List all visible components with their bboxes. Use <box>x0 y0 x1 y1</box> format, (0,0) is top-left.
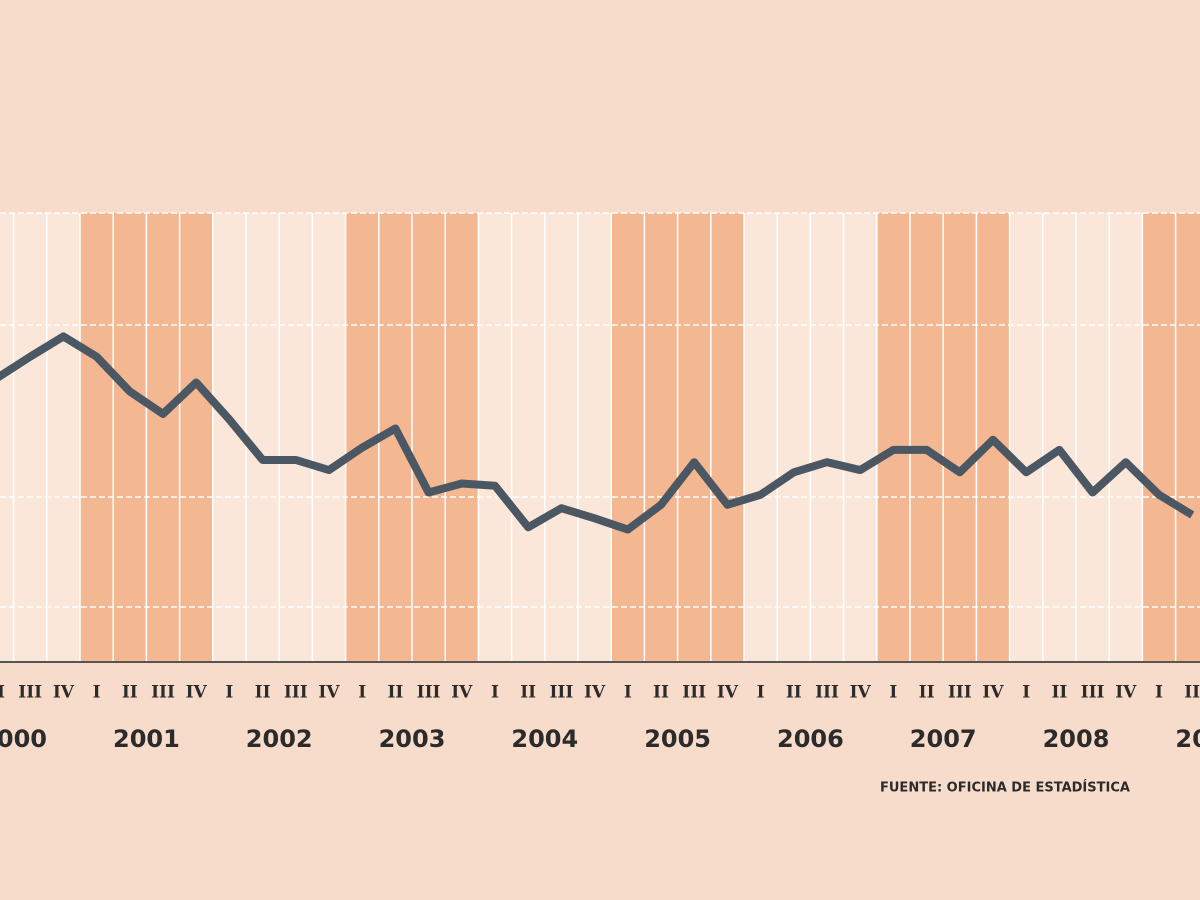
quarter-label: IV <box>850 683 872 703</box>
quarter-label: III <box>948 683 972 703</box>
source: FUENTE: OFICINA DE ESTADÍSTICA <box>880 780 1130 796</box>
horizontal-grid <box>0 212 1200 608</box>
quarter-label: II <box>786 683 802 703</box>
quarter-label: I <box>757 683 765 703</box>
quarter-label: III <box>151 683 175 703</box>
quarter-label: II <box>1051 683 1067 703</box>
quarter-label: III <box>549 683 573 703</box>
quarter-label: III <box>417 683 441 703</box>
quarter-label: I <box>1022 683 1030 703</box>
quarter-label: I <box>93 683 101 703</box>
axis-labels: 2000 2001 2002 2003 2004 2005 2006 2007 2008 2009… <box>0 683 1200 754</box>
quarter-label: III <box>1081 683 1105 703</box>
quarter-label: IV <box>717 683 739 703</box>
quarter-label: III <box>284 683 308 703</box>
year-band <box>0 213 81 662</box>
quarter-label: II <box>1184 683 1200 703</box>
quarter-label: I <box>624 683 632 703</box>
year-label: 2009 <box>1175 725 1200 753</box>
quarter-label: II <box>122 683 138 703</box>
plot-bands <box>0 213 1200 662</box>
year-label: 2007 <box>910 725 977 753</box>
quarter-label: III <box>18 683 42 703</box>
quarter-label: IV <box>451 683 473 703</box>
quarter-label: II <box>520 683 536 703</box>
quarter-label: II <box>387 683 403 703</box>
year-label: 2004 <box>511 725 578 753</box>
quarter-label: II <box>919 683 935 703</box>
quarter-label: II <box>255 683 271 703</box>
year-label: 2002 <box>246 725 313 753</box>
year-label: 2003 <box>379 725 446 753</box>
quarter-label: II <box>0 683 5 703</box>
quarter-label: IV <box>53 683 75 703</box>
quarter-label: I <box>1155 683 1163 703</box>
quarter-label: IV <box>186 683 208 703</box>
quarter-label: II <box>653 683 669 703</box>
year-label: 2006 <box>777 725 844 753</box>
year-label: 2000 <box>0 725 47 753</box>
year-label: 2005 <box>644 725 711 753</box>
quarter-label: IV <box>1115 683 1137 703</box>
quarter-label: IV <box>318 683 340 703</box>
data-line <box>0 332 1195 534</box>
quarter-label: I <box>491 683 499 703</box>
quarter-label: I <box>358 683 366 703</box>
quarter-label: IV <box>982 683 1004 703</box>
quarter-label: III <box>682 683 706 703</box>
quarter-label: I <box>889 683 897 703</box>
year-band <box>1142 213 1200 662</box>
quarter-label: IV <box>584 683 606 703</box>
quarter-label: I <box>225 683 233 703</box>
year-label: 2001 <box>113 725 180 753</box>
year-label: 2008 <box>1043 725 1110 753</box>
quarter-label: III <box>815 683 839 703</box>
